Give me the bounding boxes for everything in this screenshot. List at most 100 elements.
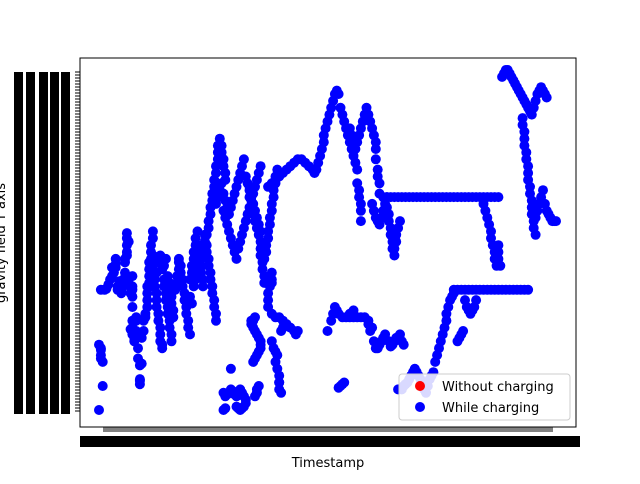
y-tick-label	[26, 369, 35, 372]
data-point	[94, 405, 104, 415]
y-tick-label	[14, 204, 23, 207]
y-tick-label	[26, 156, 35, 159]
y-tick-label	[14, 90, 23, 93]
y-tick-label	[26, 183, 35, 186]
y-tick-label	[14, 183, 23, 186]
data-point	[147, 226, 158, 237]
y-tick-label	[39, 117, 48, 120]
y-tick-label	[61, 402, 70, 405]
y-tick-label	[39, 111, 48, 114]
y-tick-label	[14, 336, 23, 339]
y-tick-label	[26, 276, 35, 279]
y-tick-label	[61, 324, 70, 327]
y-tick-label	[39, 333, 48, 336]
y-tick-label	[14, 357, 23, 360]
data-point	[274, 377, 285, 388]
y-tick-label	[14, 396, 23, 399]
y-tick-label	[50, 402, 59, 405]
y-tick-label	[26, 243, 35, 246]
data-point	[250, 391, 260, 402]
y-tick-label	[39, 282, 48, 285]
y-tick-label	[14, 279, 23, 282]
data-point	[220, 403, 231, 414]
y-tick-label	[61, 156, 70, 159]
y-tick-label	[26, 72, 35, 75]
y-tick-label	[61, 189, 70, 192]
y-tick-label	[26, 204, 35, 207]
y-tick-label	[61, 219, 70, 222]
y-tick-label	[39, 174, 48, 177]
y-tick-label	[50, 171, 59, 174]
y-tick-label	[14, 228, 23, 231]
y-tick-label	[39, 345, 48, 348]
y-tick-label	[39, 324, 48, 327]
y-tick-label	[50, 225, 59, 228]
y-tick-label	[14, 177, 23, 180]
y-tick-label	[50, 405, 59, 408]
y-tick-label	[26, 162, 35, 165]
legend-box	[398, 373, 571, 421]
y-tick-label	[26, 285, 35, 288]
y-tick-label	[50, 174, 59, 177]
y-tick-label	[26, 378, 35, 381]
y-tick-label	[61, 288, 70, 291]
y-tick-label	[61, 126, 70, 129]
y-tick-label	[39, 201, 48, 204]
y-tick-label	[61, 102, 70, 105]
y-tick-label	[39, 228, 48, 231]
y-tick-label	[50, 318, 59, 321]
y-tick-label	[50, 84, 59, 87]
y-tick-label	[61, 153, 70, 156]
y-tick-label	[26, 111, 35, 114]
y-tick-label	[61, 105, 70, 108]
data-point	[255, 161, 266, 172]
y-tick-label	[26, 321, 35, 324]
y-tick-label	[26, 108, 35, 111]
y-tick-label	[50, 378, 59, 381]
y-tick-label	[61, 249, 70, 252]
y-tick-label	[26, 354, 35, 357]
y-tick-label	[14, 135, 23, 138]
y-tick-label	[26, 273, 35, 276]
y-tick-label	[26, 351, 35, 354]
data-point	[127, 291, 138, 302]
y-tick-label	[26, 327, 35, 330]
data-point	[521, 147, 532, 158]
y-tick-label	[26, 339, 35, 342]
y-tick-label	[61, 303, 70, 306]
y-tick-label	[61, 201, 70, 204]
y-tick-label	[39, 132, 48, 135]
y-tick-label	[50, 273, 59, 276]
y-tick-label	[39, 135, 48, 138]
data-point	[244, 181, 255, 192]
y-tick-label	[26, 387, 35, 390]
y-tick-label	[39, 408, 48, 411]
y-tick-label	[50, 411, 59, 414]
y-tick-label	[50, 237, 59, 240]
y-tick-label	[14, 198, 23, 201]
y-tick-label	[50, 276, 59, 279]
y-tick-label	[50, 315, 59, 318]
y-tick-label	[39, 306, 48, 309]
y-tick-label	[14, 195, 23, 198]
y-tick-label	[14, 144, 23, 147]
y-tick-label	[50, 231, 59, 234]
y-tick-label	[39, 264, 48, 267]
y-tick-label	[14, 264, 23, 267]
y-tick-label	[61, 210, 70, 213]
y-tick-label	[26, 396, 35, 399]
y-tick-label	[39, 255, 48, 258]
y-tick-label	[39, 156, 48, 159]
y-tick-label	[39, 393, 48, 396]
y-tick-label	[39, 360, 48, 363]
y-tick-label	[14, 312, 23, 315]
y-tick-label	[50, 204, 59, 207]
y-tick-label	[39, 216, 48, 219]
y-tick-label	[39, 321, 48, 324]
data-point	[523, 284, 534, 295]
y-tick-label	[14, 240, 23, 243]
y-tick-label	[26, 231, 35, 234]
data-point	[322, 326, 333, 336]
data-point	[389, 250, 400, 261]
y-tick-label	[61, 150, 70, 153]
